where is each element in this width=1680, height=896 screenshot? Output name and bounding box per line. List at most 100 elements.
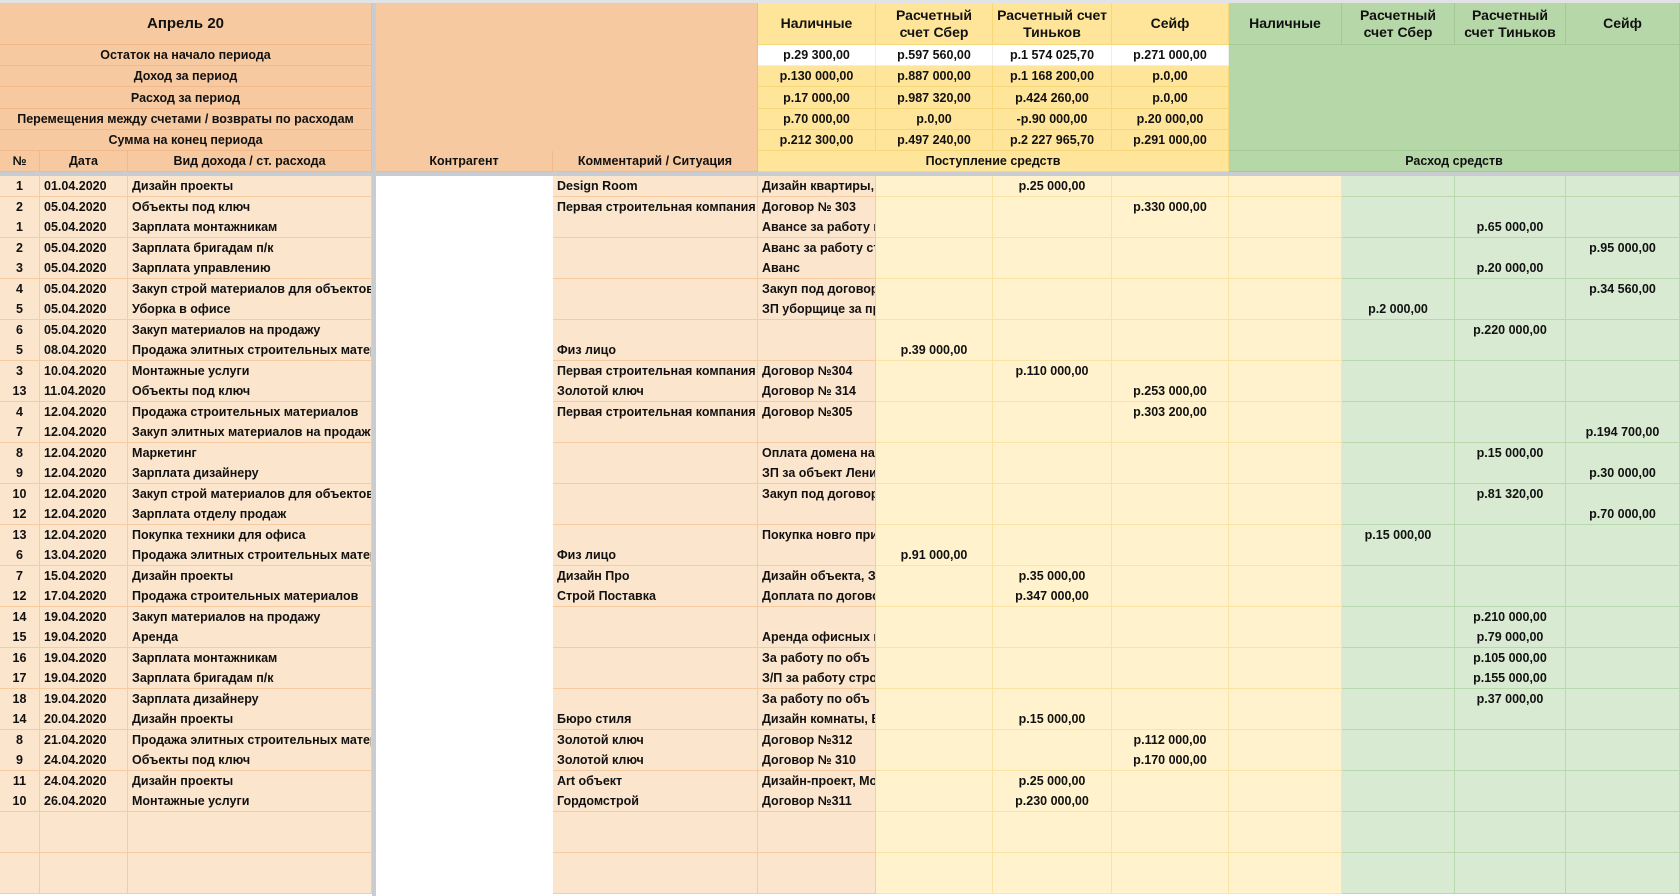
expense-cash[interactable] bbox=[1342, 319, 1455, 341]
row-date[interactable] bbox=[40, 811, 128, 833]
expense-cash[interactable] bbox=[1342, 483, 1455, 505]
row-counterparty[interactable]: Золотой ключ bbox=[553, 729, 758, 751]
income-safe[interactable] bbox=[1229, 709, 1342, 730]
income-cash[interactable] bbox=[876, 217, 993, 238]
income-safe[interactable] bbox=[1229, 524, 1342, 546]
row-counterparty[interactable] bbox=[553, 258, 758, 279]
row-type[interactable]: Объекты под ключ bbox=[128, 750, 372, 771]
expense-tinkoff[interactable] bbox=[1566, 360, 1680, 382]
row-comment[interactable]: Покупка новго принтера в офис bbox=[758, 524, 876, 546]
row-date[interactable]: 12.04.2020 bbox=[40, 463, 128, 484]
col-header-counterparty[interactable]: Контрагент bbox=[376, 151, 553, 172]
expense-sber[interactable] bbox=[1455, 463, 1566, 484]
expense-tinkoff[interactable] bbox=[1566, 299, 1680, 320]
row-counterparty[interactable]: Строй Поставка bbox=[553, 586, 758, 607]
expense-tinkoff[interactable] bbox=[1566, 319, 1680, 341]
income-tinkoff[interactable] bbox=[1112, 545, 1229, 566]
row-comment[interactable] bbox=[758, 832, 876, 853]
expense-cash[interactable] bbox=[1342, 442, 1455, 464]
row-comment[interactable]: Дизайн-проект, Московская 77 bbox=[758, 770, 876, 792]
income-safe[interactable] bbox=[1229, 442, 1342, 464]
col-header-date[interactable]: Дата bbox=[40, 151, 128, 172]
income-tinkoff[interactable]: р.170 000,00 bbox=[1112, 750, 1229, 771]
row-date[interactable]: 19.04.2020 bbox=[40, 647, 128, 669]
income-tinkoff[interactable] bbox=[1112, 483, 1229, 505]
income-sber[interactable] bbox=[993, 381, 1112, 402]
row-date[interactable]: 21.04.2020 bbox=[40, 729, 128, 751]
row-counterparty[interactable] bbox=[553, 442, 758, 464]
row-type[interactable]: Монтажные услуги bbox=[128, 360, 372, 382]
income-sber[interactable] bbox=[993, 422, 1112, 443]
expense-tinkoff[interactable] bbox=[1566, 340, 1680, 361]
income-safe[interactable] bbox=[1229, 299, 1342, 320]
row-number[interactable]: 5 bbox=[0, 299, 40, 320]
income-cash[interactable] bbox=[876, 586, 993, 607]
row-type[interactable] bbox=[128, 852, 372, 874]
expense-tinkoff[interactable] bbox=[1566, 873, 1680, 894]
row-counterparty[interactable] bbox=[553, 422, 758, 443]
income-sber[interactable] bbox=[993, 278, 1112, 300]
row-date[interactable]: 19.04.2020 bbox=[40, 668, 128, 689]
expense-cash[interactable] bbox=[1342, 811, 1455, 833]
row-comment[interactable]: З/П за работу строителей 20.04 bbox=[758, 668, 876, 689]
row-comment[interactable]: Договор № 314 bbox=[758, 381, 876, 402]
row-number[interactable] bbox=[0, 852, 40, 874]
row-date[interactable]: 01.04.2020 bbox=[40, 176, 128, 197]
income-tinkoff[interactable] bbox=[1112, 422, 1229, 443]
row-date[interactable]: 24.04.2020 bbox=[40, 750, 128, 771]
income-cash[interactable] bbox=[876, 873, 993, 894]
row-comment[interactable] bbox=[758, 852, 876, 874]
income-sber[interactable] bbox=[993, 258, 1112, 279]
income-tinkoff[interactable] bbox=[1112, 565, 1229, 587]
income-sber[interactable] bbox=[993, 873, 1112, 894]
expense-sber[interactable] bbox=[1455, 586, 1566, 607]
row-counterparty[interactable] bbox=[553, 688, 758, 710]
row-number[interactable]: 6 bbox=[0, 545, 40, 566]
expense-tinkoff[interactable] bbox=[1566, 729, 1680, 751]
row-counterparty[interactable]: Первая строительная компания bbox=[553, 196, 758, 218]
income-sber[interactable] bbox=[993, 811, 1112, 833]
row-number[interactable]: 4 bbox=[0, 278, 40, 300]
income-sber[interactable] bbox=[993, 299, 1112, 320]
income-tinkoff[interactable] bbox=[1112, 278, 1229, 300]
frozen-row-divider[interactable] bbox=[0, 172, 1680, 176]
summary-value[interactable]: р.987 320,00 bbox=[876, 87, 993, 109]
row-comment[interactable] bbox=[758, 811, 876, 833]
expense-sber[interactable]: р.37 000,00 bbox=[1455, 688, 1566, 710]
expense-cash[interactable] bbox=[1342, 647, 1455, 669]
row-date[interactable]: 05.04.2020 bbox=[40, 299, 128, 320]
income-tinkoff[interactable] bbox=[1112, 852, 1229, 874]
income-safe[interactable] bbox=[1229, 647, 1342, 669]
income-tinkoff[interactable] bbox=[1112, 504, 1229, 525]
expense-sber[interactable] bbox=[1455, 299, 1566, 320]
income-sber[interactable]: р.25 000,00 bbox=[993, 770, 1112, 792]
row-comment[interactable] bbox=[758, 422, 876, 443]
expense-sber[interactable] bbox=[1455, 709, 1566, 730]
expense-cash[interactable] bbox=[1342, 729, 1455, 751]
income-cash[interactable] bbox=[876, 729, 993, 751]
expense-tinkoff[interactable]: р.70 000,00 bbox=[1566, 504, 1680, 525]
expense-tinkoff[interactable]: р.95 000,00 bbox=[1566, 237, 1680, 259]
summary-label[interactable]: Перемещения между счетами / возвраты по … bbox=[0, 109, 372, 130]
row-date[interactable] bbox=[40, 852, 128, 874]
row-number[interactable]: 4 bbox=[0, 401, 40, 423]
income-cash[interactable] bbox=[876, 750, 993, 771]
summary-value[interactable]: р.1 574 025,70 bbox=[993, 45, 1112, 66]
summary-value[interactable]: р.291 000,00 bbox=[1112, 130, 1229, 151]
row-date[interactable]: 19.04.2020 bbox=[40, 606, 128, 628]
expense-tinkoff[interactable] bbox=[1566, 524, 1680, 546]
income-cash[interactable] bbox=[876, 606, 993, 628]
expense-sber[interactable]: р.65 000,00 bbox=[1455, 217, 1566, 238]
row-comment[interactable]: Договор № 310 bbox=[758, 750, 876, 771]
income-sber[interactable]: р.15 000,00 bbox=[993, 709, 1112, 730]
income-safe[interactable] bbox=[1229, 237, 1342, 259]
row-date[interactable]: 13.04.2020 bbox=[40, 545, 128, 566]
expense-cash[interactable] bbox=[1342, 504, 1455, 525]
summary-value[interactable]: р.2 227 965,70 bbox=[993, 130, 1112, 151]
row-date[interactable]: 11.04.2020 bbox=[40, 381, 128, 402]
row-comment[interactable]: Закуп под договор № 310 bbox=[758, 483, 876, 505]
income-cash[interactable] bbox=[876, 791, 993, 812]
row-number[interactable]: 7 bbox=[0, 565, 40, 587]
expense-sber[interactable] bbox=[1455, 565, 1566, 587]
row-counterparty[interactable] bbox=[553, 463, 758, 484]
